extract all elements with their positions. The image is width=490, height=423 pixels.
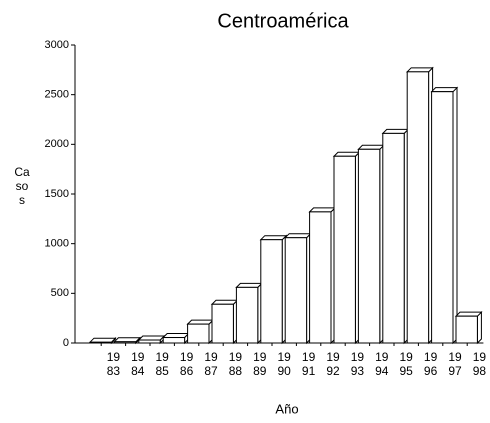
bar bbox=[162, 337, 186, 344]
bar bbox=[235, 286, 259, 344]
y-axis-label-box: Casos bbox=[14, 166, 30, 207]
x-tick-label-box: 1991 bbox=[301, 351, 316, 378]
bar bbox=[431, 91, 454, 344]
x-tick-label: 1992 bbox=[326, 351, 340, 378]
x-tick-label: 1983 bbox=[106, 351, 121, 378]
x-tick-label: 1995 bbox=[399, 351, 413, 378]
x-tick-label-box: 1998 bbox=[472, 351, 487, 378]
bar-top bbox=[259, 235, 288, 241]
chart-title: Centroamérica bbox=[217, 10, 349, 32]
x-tick-label-box: 1984 bbox=[131, 351, 145, 378]
bar-top bbox=[235, 282, 264, 288]
x-tick-label-box: 1990 bbox=[277, 351, 291, 378]
y-tick-label: 500 bbox=[51, 287, 69, 299]
bar-top bbox=[161, 333, 190, 339]
y-tick-label: 0 bbox=[63, 337, 69, 349]
x-tick-label: 1991 bbox=[301, 351, 316, 378]
y-tick-label: 2500 bbox=[45, 89, 69, 101]
x-tick-label: 1987 bbox=[204, 351, 218, 378]
bar bbox=[260, 239, 283, 344]
x-tick-label-box: 1996 bbox=[423, 351, 438, 378]
bar-top bbox=[137, 335, 166, 341]
x-tick-label: 1990 bbox=[277, 351, 291, 378]
bar-top bbox=[332, 151, 361, 157]
x-tick-label-box: 1987 bbox=[204, 351, 218, 378]
x-tick-label-box: 1994 bbox=[375, 351, 389, 378]
y-axis-label: Casos bbox=[14, 166, 30, 207]
x-tick-label: 1997 bbox=[448, 351, 462, 378]
bar-top bbox=[357, 144, 386, 150]
x-tick-label-box: 1986 bbox=[179, 351, 194, 378]
bar-top bbox=[405, 67, 434, 73]
bar bbox=[187, 323, 210, 344]
x-tick-label-box: 1983 bbox=[106, 351, 121, 378]
x-tick-label: 1993 bbox=[350, 351, 365, 378]
bar-side bbox=[452, 86, 458, 345]
bar-top bbox=[381, 128, 410, 134]
bar bbox=[89, 341, 112, 344]
bar-top bbox=[430, 87, 459, 93]
x-tick-label: 1994 bbox=[375, 351, 389, 378]
bar-top bbox=[454, 311, 483, 317]
x-axis-label: Año bbox=[275, 401, 298, 416]
x-tick-label: 1998 bbox=[472, 351, 487, 378]
bar bbox=[455, 315, 478, 344]
bar bbox=[382, 132, 405, 344]
bar-top bbox=[283, 233, 312, 239]
x-tick-label: 1986 bbox=[179, 351, 194, 378]
x-tick-label-box: 1988 bbox=[228, 351, 243, 378]
x-tick-label-box: 1992 bbox=[326, 351, 340, 378]
bar bbox=[357, 148, 381, 344]
bar bbox=[113, 341, 137, 344]
y-tick-label: 1000 bbox=[45, 238, 69, 250]
bar bbox=[138, 339, 161, 344]
x-tick-label: 1989 bbox=[253, 351, 267, 378]
x-tick-label: 1985 bbox=[155, 351, 169, 378]
bar-top bbox=[308, 207, 337, 213]
x-tick-label: 1996 bbox=[423, 351, 438, 378]
bar-top bbox=[210, 299, 239, 305]
x-tick-label-box: 1995 bbox=[399, 351, 413, 378]
bar bbox=[211, 303, 234, 344]
y-tick-label: 2000 bbox=[45, 138, 69, 150]
bar-top bbox=[186, 319, 215, 325]
bar-top bbox=[88, 337, 117, 343]
x-tick-label-box: 1993 bbox=[350, 351, 365, 378]
bar-side bbox=[476, 310, 482, 345]
bar bbox=[284, 237, 308, 344]
x-tick-label: 1988 bbox=[228, 351, 243, 378]
y-tick-label: 3000 bbox=[45, 39, 69, 51]
x-tick-label: 1984 bbox=[131, 351, 145, 378]
y-tick-label: 1500 bbox=[45, 188, 69, 200]
x-tick-label-box: 1997 bbox=[448, 351, 462, 378]
bar-top bbox=[113, 337, 142, 343]
bar bbox=[309, 211, 332, 344]
bar bbox=[406, 71, 430, 344]
x-tick-label-box: 1989 bbox=[253, 351, 267, 378]
bar bbox=[333, 155, 356, 344]
x-tick-label-box: 1985 bbox=[155, 351, 169, 378]
